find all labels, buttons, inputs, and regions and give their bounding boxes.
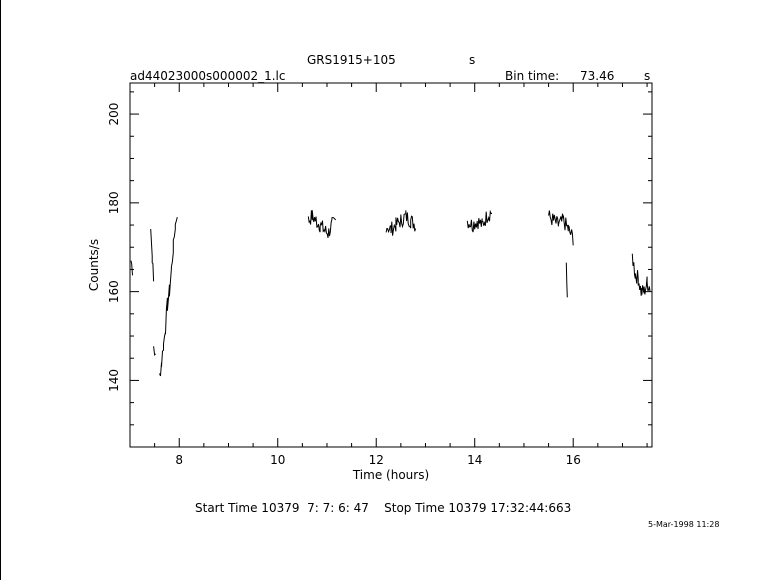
plot-frame: [129, 82, 653, 448]
bin-time-unit: s: [644, 69, 651, 83]
data-segment: [307, 210, 337, 239]
data-segment: [153, 346, 156, 357]
y-tick-label: 160: [107, 280, 121, 303]
bin-time-value: 73.46: [580, 69, 615, 83]
data-segment: [466, 209, 493, 233]
data-segment: [565, 262, 568, 298]
data-segment: [385, 210, 417, 236]
data-segment: [631, 253, 651, 296]
y-tick-label: 140: [107, 369, 121, 392]
x-tick-label: 14: [467, 453, 482, 467]
bin-time-label: Bin time:: [505, 69, 560, 83]
data-segment: [548, 210, 574, 246]
object-unit: s: [469, 53, 476, 67]
start-stop-times: Start Time 10379 7: 7: 6: 47 Stop Time 1…: [195, 501, 572, 515]
x-tick-label: 8: [175, 453, 183, 467]
y-tick-label: 180: [107, 191, 121, 214]
data-segment: [150, 228, 155, 282]
data-segment: [159, 216, 178, 377]
x-axis-label: Time (hours): [352, 468, 429, 482]
file-name: ad44023000s000002_1.lc: [130, 69, 286, 83]
date-stamp: 5-Mar-1998 11:28: [648, 520, 720, 529]
object-name: GRS1915+105: [307, 53, 396, 67]
x-tick-label: 10: [270, 453, 285, 467]
x-tick-label: 12: [369, 453, 384, 467]
y-axis-label: Counts/s: [87, 239, 101, 291]
data-segment: [130, 260, 133, 276]
x-tick-label: 16: [566, 453, 581, 467]
window-edge: [0, 0, 1, 580]
y-tick-label: 200: [107, 103, 121, 126]
